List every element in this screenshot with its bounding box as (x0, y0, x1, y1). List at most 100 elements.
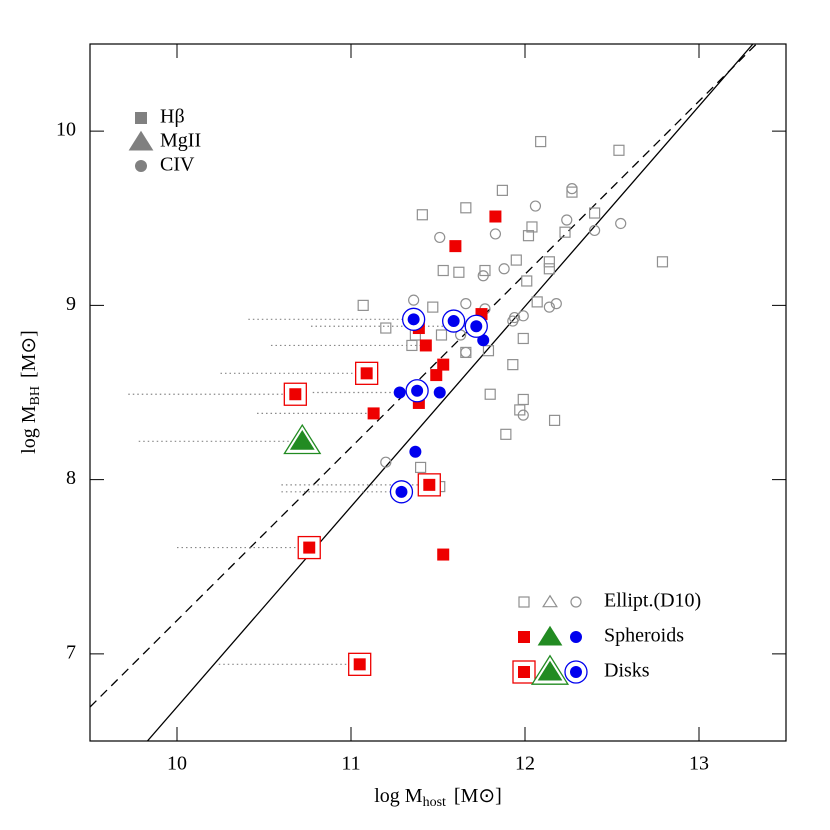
point-core (570, 666, 582, 678)
point (496, 184, 508, 196)
point (417, 473, 441, 497)
point-core (360, 367, 373, 380)
point (434, 231, 446, 244)
point (537, 625, 563, 646)
point (408, 294, 420, 306)
point (542, 594, 558, 608)
point-core (303, 541, 316, 554)
point (460, 298, 472, 310)
x-label-main: log M (374, 785, 423, 807)
x-tick-label: 11 (341, 753, 360, 775)
point-core (407, 313, 420, 326)
point (570, 631, 582, 643)
point (283, 382, 307, 406)
point-core (353, 658, 366, 671)
point (283, 423, 322, 455)
point-core (419, 339, 432, 352)
x-label-sub: host (423, 795, 446, 810)
y-tick-label: 10 (56, 119, 76, 141)
point (613, 144, 625, 156)
relation-line (146, 44, 754, 741)
point (367, 407, 380, 420)
relation-line (90, 44, 757, 708)
y-label-main: log M (18, 405, 40, 454)
point (416, 209, 428, 221)
point-core (393, 386, 406, 399)
point-core (423, 478, 436, 491)
point-core (433, 386, 446, 399)
legend-marker (135, 112, 147, 124)
point (415, 461, 427, 474)
point (449, 240, 462, 253)
point (517, 393, 529, 406)
point (588, 224, 601, 237)
point (464, 314, 488, 338)
point (518, 631, 530, 643)
point (442, 309, 466, 333)
point (460, 346, 472, 359)
point (507, 359, 519, 371)
point-core (518, 631, 530, 643)
plot-frame (89, 43, 787, 742)
point (530, 654, 570, 685)
x-tick-label: 10 (167, 753, 187, 775)
point (566, 183, 578, 195)
point (437, 548, 450, 561)
point (656, 256, 669, 268)
point-core (437, 548, 450, 561)
point (529, 200, 542, 212)
point (559, 226, 571, 238)
point-core (367, 407, 380, 420)
point (489, 210, 502, 223)
point-core (447, 315, 460, 328)
point (543, 263, 555, 275)
point (517, 409, 529, 421)
point-core (449, 240, 462, 253)
point (500, 428, 512, 440)
point (521, 275, 533, 287)
x-tick-label: 13 (689, 753, 709, 775)
point (570, 596, 582, 608)
point (517, 332, 529, 345)
y-axis-label: log MBH [M⊙] (18, 330, 44, 454)
point (561, 214, 573, 226)
point (297, 535, 321, 560)
point (564, 660, 588, 684)
point-core (537, 625, 563, 646)
point-core (411, 384, 424, 397)
point (512, 660, 536, 684)
point (550, 298, 562, 310)
point-core (489, 210, 502, 223)
legend-label: MgII (160, 130, 201, 152)
point (484, 388, 496, 400)
point (389, 480, 414, 504)
point-core (470, 320, 483, 333)
point-core (570, 631, 582, 643)
point (419, 339, 432, 352)
point (433, 386, 446, 399)
point (517, 310, 529, 322)
point (380, 322, 392, 334)
point (437, 358, 450, 371)
y-label-sub: BH (28, 386, 43, 405)
point (489, 228, 502, 240)
point (507, 315, 519, 327)
point (437, 264, 449, 277)
point (348, 652, 372, 676)
point (518, 596, 530, 608)
x-tick-label: 12 (515, 753, 535, 775)
point-core (395, 485, 408, 498)
point-core (430, 369, 443, 382)
point (543, 301, 555, 313)
point-core (537, 660, 563, 681)
point-core (289, 388, 302, 401)
point (522, 230, 535, 242)
point (535, 135, 547, 148)
point (435, 329, 448, 341)
point (393, 386, 406, 399)
point (401, 307, 426, 331)
legend-label: Disks (604, 660, 650, 682)
point (460, 202, 472, 214)
legend-label: Ellipt.(D10) (604, 590, 701, 612)
